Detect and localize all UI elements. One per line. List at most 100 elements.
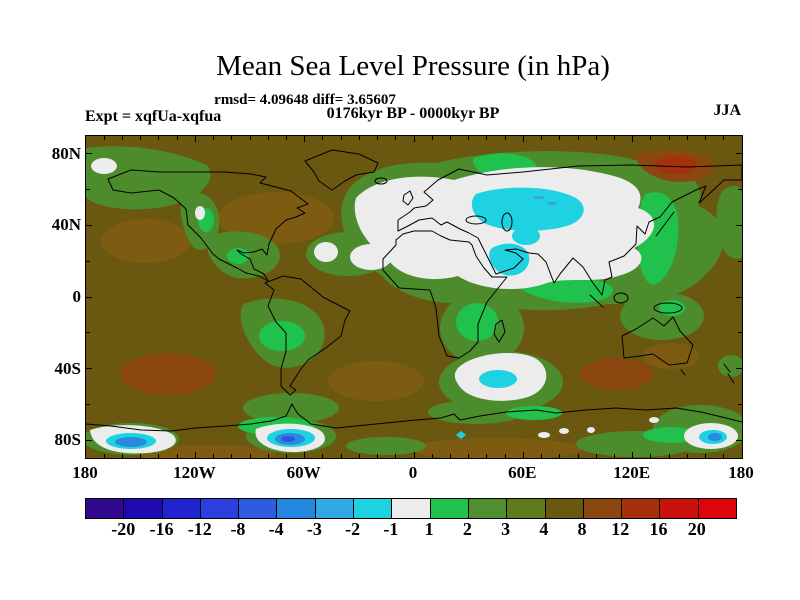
period-label: 0176kyr BP - 0000kyr BP: [326, 105, 500, 122]
axis-tick: [249, 136, 251, 140]
contour-brown-patches: [101, 192, 699, 458]
colorbar-tick-label: 2: [462, 519, 472, 539]
axis-tick: [723, 136, 725, 140]
contour-red-anomalies: [120, 149, 714, 395]
colorbar-cell: [314, 499, 354, 518]
axis-tick: [738, 332, 742, 334]
axis-tick: [86, 368, 92, 370]
axis-tick: [468, 136, 470, 140]
x-axis-tick-label: 180: [728, 463, 754, 482]
y-axis-tick-label: 0: [72, 287, 82, 306]
axis-tick: [705, 454, 707, 458]
coastlines: [86, 149, 742, 432]
colorbar-tick-label: -1: [383, 519, 399, 539]
coast-africa: [382, 230, 508, 359]
axis-tick: [723, 454, 725, 458]
axis-tick: [285, 136, 287, 140]
axis-tick: [522, 136, 524, 142]
colorbar-cell: [86, 499, 124, 518]
colorbar-tick-label: -2: [345, 519, 361, 539]
axis-tick: [340, 136, 342, 140]
axis-tick: [449, 454, 451, 458]
coast-sumatra: [589, 294, 604, 308]
x-axis-tick-label: 180: [72, 463, 98, 482]
axis-tick: [736, 368, 742, 370]
colorbar: [85, 498, 737, 519]
colorbar-tick-label: -3: [306, 519, 322, 539]
axis-tick: [736, 439, 742, 441]
axis-tick: [158, 136, 160, 140]
axis-tick: [577, 454, 579, 458]
axis-tick: [449, 136, 451, 140]
axis-tick: [395, 136, 397, 140]
axis-tick: [486, 136, 488, 140]
experiment-label: Expt = xqfUa-xqfua: [85, 108, 222, 125]
axis-tick: [322, 136, 324, 140]
axis-tick: [736, 224, 742, 226]
axis-tick: [358, 454, 360, 458]
x-axis-tick-label: 120W: [173, 463, 216, 482]
coast-north-america: [107, 169, 309, 282]
coast-madagascar: [493, 319, 506, 343]
colorbar-tick-label: 8: [577, 519, 587, 539]
axis-tick: [86, 403, 90, 405]
colorbar-tick-label: 3: [501, 519, 511, 539]
axis-tick: [738, 260, 742, 262]
colorbar-cell: [544, 499, 583, 518]
axis-tick: [650, 136, 652, 140]
y-axis: 80N 40N 0 40S 80S: [0, 136, 81, 458]
x-axis-tick-label: 0: [408, 463, 418, 482]
axis-tick: [541, 136, 543, 140]
axis-tick: [738, 403, 742, 405]
axis-tick: [613, 136, 615, 140]
axis-tick: [121, 454, 123, 458]
axis-tick: [121, 136, 123, 140]
colorbar-cell: [276, 499, 315, 518]
axis-tick: [86, 332, 90, 334]
y-axis-tick-label: 40S: [54, 358, 81, 378]
colorbar-tick-label: 1: [424, 519, 434, 539]
axis-tick: [632, 452, 634, 458]
axis-tick: [140, 136, 142, 140]
axis-tick: [140, 454, 142, 458]
colorbar-tick-label: 16: [649, 519, 668, 539]
colorbar-cell: [161, 499, 200, 518]
coast-tasmania: [680, 369, 686, 376]
axis-tick: [176, 454, 178, 458]
coast-eurasia: [397, 164, 742, 296]
axis-tick: [559, 136, 561, 140]
axis-tick: [504, 454, 506, 458]
axis-tick: [86, 224, 92, 226]
axis-tick: [213, 136, 215, 140]
axis-tick: [304, 452, 306, 458]
colorbar-labels: -20 -16 -12 -8 -4 -3 -2 -1 1 2 3 4 8 12 16 20: [85, 519, 735, 541]
axis-tick: [595, 136, 597, 140]
coast-new-zealand: [723, 363, 735, 384]
colorbar-cell: [582, 499, 622, 518]
axis-tick: [431, 136, 433, 140]
axis-tick: [194, 452, 196, 458]
axis-tick: [86, 153, 92, 155]
axis-tick: [86, 296, 92, 298]
colorbar-cell: [621, 499, 660, 518]
coast-antarctica: [86, 403, 742, 432]
axis-tick: [176, 136, 178, 140]
axis-tick: [504, 136, 506, 140]
colorbar-tick-label: 20: [687, 519, 706, 539]
axis-tick: [267, 454, 269, 458]
colorbar-tick-label: -4: [268, 519, 284, 539]
axis-tick: [595, 454, 597, 458]
axis-tick: [213, 454, 215, 458]
axis-tick: [522, 452, 524, 458]
axis-tick: [738, 189, 742, 191]
coast-borneo: [613, 292, 629, 304]
colorbar-cell: [353, 499, 392, 518]
colorbar-tick-label: 4: [539, 519, 549, 539]
colorbar-cell: [429, 499, 468, 518]
axis-tick: [377, 136, 379, 140]
axis-tick: [577, 136, 579, 140]
axis-tick: [103, 136, 105, 140]
axis-tick: [86, 260, 90, 262]
axis-tick: [541, 454, 543, 458]
